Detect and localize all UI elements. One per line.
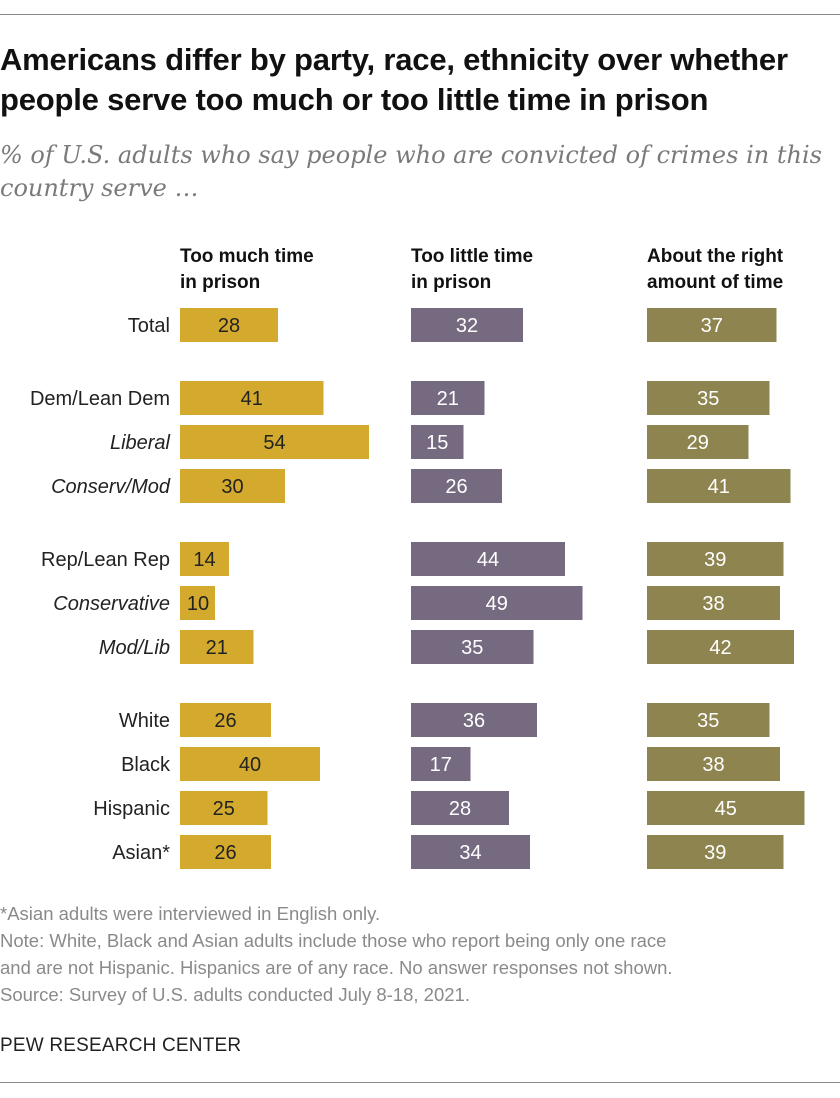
bar-series-1-row-11 [180,835,271,869]
category-label-8: White [119,710,170,732]
category-label-1: Total [128,315,170,337]
org-name: PEW RESEARCH CENTER [0,1035,242,1056]
bar-series-3-row-11 [647,835,784,869]
data-label-series-2-row-6: 49 [486,593,508,615]
data-label-series-2-row-11: 34 [459,842,481,864]
data-label-series-2-row-9: 17 [430,754,452,776]
data-label-series-3-row-11: 39 [704,842,726,864]
data-label-series-3-row-2: 35 [697,388,719,410]
bottom-rule [0,1082,840,1083]
bar-series-2-row-10 [411,791,509,825]
data-label-series-1-row-1: 28 [218,315,240,337]
data-label-series-3-row-3: 29 [687,432,709,454]
top-rule [0,14,840,15]
data-label-series-1-row-5: 14 [193,549,215,571]
column-header-3-line-2: amount of time [647,272,783,293]
bar-series-2-row-1 [411,308,523,342]
data-label-series-3-row-6: 38 [702,593,724,615]
category-label-9: Black [121,754,171,776]
bar-series-3-row-2 [647,381,770,415]
bar-series-3-row-5 [647,542,784,576]
category-label-4: Conserv/Mod [51,476,171,498]
data-label-series-2-row-8: 36 [463,710,485,732]
data-label-series-3-row-9: 38 [702,754,724,776]
bar-series-2-row-3 [411,425,464,459]
category-label-3: Liberal [110,432,171,454]
data-label-series-2-row-7: 35 [461,637,483,659]
data-label-series-3-row-5: 39 [704,549,726,571]
note-race: Note: White, Black and Asian adults incl… [0,930,667,951]
column-header-2-line-1: Too little time [411,246,533,267]
data-label-series-2-row-10: 28 [449,798,471,820]
bar-series-3-row-10 [647,791,805,825]
data-label-series-1-row-7: 21 [206,637,228,659]
column-header-1-line-1: Too much time [180,246,314,267]
data-label-series-3-row-1: 37 [701,315,723,337]
column-header-1-line-2: in prison [180,272,260,293]
data-label-series-1-row-6: 10 [187,593,209,615]
bar-series-2-row-4 [411,469,502,503]
data-label-series-2-row-5: 44 [477,549,499,571]
data-label-series-2-row-1: 32 [456,315,478,337]
data-label-series-3-row-4: 41 [708,476,730,498]
bar-series-1-row-9 [180,747,320,781]
column-header-2-line-2: in prison [411,272,491,293]
bar-series-1-row-7 [180,630,254,664]
data-label-series-1-row-8: 26 [214,710,236,732]
note-race-continued: and are not Hispanic. Hispanics are of a… [0,957,673,978]
bar-series-1-row-2 [180,381,324,415]
bar-series-2-row-11 [411,835,530,869]
bar-series-2-row-8 [411,703,537,737]
bar-series-1-row-8 [180,703,271,737]
bar-series-3-row-6 [647,586,780,620]
category-label-6: Conservative [53,593,170,615]
bar-series-3-row-1 [647,308,777,342]
category-label-2: Dem/Lean Dem [30,388,170,410]
category-label-10: Hispanic [93,798,170,820]
chart-notes: *Asian adults were interviewed in Englis… [0,900,840,1008]
chart-subtitle: % of U.S. adults who say people who are … [0,141,822,202]
data-label-series-3-row-10: 45 [715,798,737,820]
bar-series-3-row-7 [647,630,794,664]
column-header-3-line-1: About the right [647,246,784,267]
data-label-series-1-row-9: 40 [239,754,261,776]
data-label-series-1-row-4: 30 [221,476,243,498]
data-label-series-3-row-8: 35 [697,710,719,732]
note-asian: *Asian adults were interviewed in Englis… [0,903,381,924]
data-label-series-1-row-11: 26 [214,842,236,864]
data-label-series-1-row-10: 25 [213,798,235,820]
bar-series-3-row-3 [647,425,749,459]
bar-series-3-row-8 [647,703,770,737]
data-label-series-2-row-2: 21 [437,388,459,410]
bar-series-1-row-6 [180,586,215,620]
bar-series-2-row-9 [411,747,471,781]
note-source: Source: Survey of U.S. adults conducted … [0,984,470,1005]
data-label-series-2-row-4: 26 [445,476,467,498]
bar-series-1-row-5 [180,542,229,576]
data-label-series-1-row-3: 54 [263,432,285,454]
bar-series-1-row-10 [180,791,268,825]
chart-title: Americans differ by party, race, ethnici… [0,42,788,117]
bar-series-2-row-7 [411,630,534,664]
data-label-series-1-row-2: 41 [241,388,263,410]
data-label-series-3-row-7: 42 [709,637,731,659]
bar-series-1-row-4 [180,469,285,503]
bar-series-2-row-5 [411,542,565,576]
category-label-11: Asian* [112,842,170,864]
category-label-7: Mod/Lib [99,637,170,659]
bar-series-3-row-4 [647,469,791,503]
bar-series-2-row-6 [411,586,583,620]
bar-series-2-row-2 [411,381,485,415]
bar-series-1-row-3 [180,425,369,459]
bar-series-1-row-1 [180,308,278,342]
bar-series-3-row-9 [647,747,780,781]
category-label-5: Rep/Lean Rep [41,549,170,571]
data-label-series-2-row-3: 15 [426,432,448,454]
bar-chart: Too much time in prison Too little time in … [30,246,805,869]
